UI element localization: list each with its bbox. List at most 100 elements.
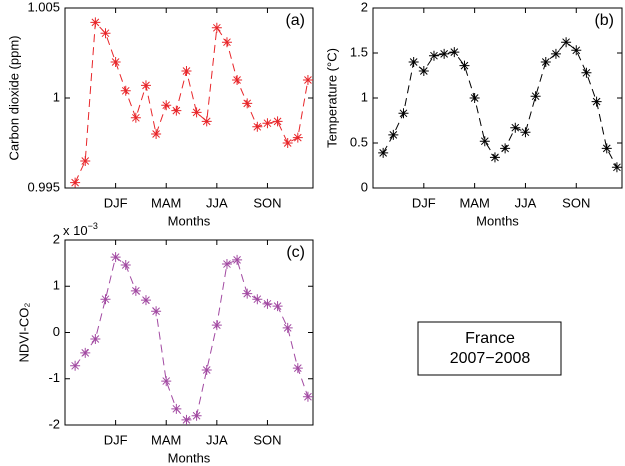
data-marker	[211, 320, 222, 331]
x-tick-label: JJA	[206, 432, 228, 447]
y-tick-label: 1.005	[27, 0, 60, 14]
y-axis-label: NDVI-CO₂	[16, 303, 31, 363]
data-marker	[80, 156, 91, 166]
data-marker	[191, 107, 202, 118]
x-axis-label: Months	[168, 213, 211, 228]
y-multiplier: x 10−3	[63, 221, 98, 238]
panel-label: (b)	[594, 12, 614, 29]
data-marker	[130, 285, 141, 296]
axes-frame	[64, 239, 314, 426]
data-marker	[232, 75, 243, 85]
data-marker	[181, 66, 192, 76]
data-marker	[201, 116, 212, 127]
data-marker	[408, 57, 419, 67]
x-tick-label: SON	[562, 195, 590, 210]
y-tick-label: 0.995	[27, 179, 60, 194]
x-axis-label: Months	[476, 213, 519, 228]
data-marker	[90, 333, 101, 344]
x-tick-label: SON	[253, 432, 281, 447]
data-marker	[221, 259, 232, 270]
y-tick-label: 1	[53, 278, 60, 293]
data-marker	[439, 48, 450, 59]
annotation-box	[417, 321, 562, 376]
x-axis-label: Months	[168, 450, 211, 465]
data-marker	[140, 295, 151, 306]
data-marker	[489, 152, 500, 163]
x-tick-label: DJF	[104, 195, 128, 210]
x-tick-label: JJA	[206, 195, 228, 210]
x-tick-label: DJF	[104, 432, 128, 447]
data-marker	[252, 294, 263, 305]
data-marker	[449, 47, 460, 58]
data-marker	[292, 363, 303, 374]
data-marker	[500, 143, 511, 154]
data-marker	[232, 254, 243, 265]
data-marker	[571, 45, 582, 56]
data-marker	[70, 177, 81, 188]
data-marker	[581, 67, 592, 78]
data-marker	[181, 414, 192, 425]
y-tick-label: 1.5	[350, 44, 368, 59]
x-tick-label: MAM	[151, 432, 181, 447]
data-marker	[242, 288, 253, 299]
data-marker	[520, 127, 531, 138]
data-marker	[90, 17, 101, 28]
y-tick-label: 0	[53, 324, 60, 339]
data-marker	[161, 100, 172, 111]
y-tick-label: 2	[53, 231, 60, 246]
data-marker	[530, 91, 541, 102]
y-axis-label: Carbon dioxide (ppm)	[6, 35, 21, 160]
x-tick-label: MAM	[459, 195, 489, 210]
y-tick-label: 1	[53, 89, 60, 104]
data-marker	[540, 57, 551, 67]
data-marker	[550, 48, 561, 59]
y-tick-label: 2	[361, 0, 368, 14]
data-marker	[161, 376, 172, 387]
data-marker	[561, 37, 572, 48]
data-line	[74, 21, 309, 183]
x-tick-label: DJF	[412, 195, 436, 210]
data-marker	[302, 391, 313, 402]
annotation-line: 2007−2008	[450, 350, 531, 367]
data-marker	[221, 37, 232, 48]
data-line	[74, 256, 309, 421]
data-marker	[191, 410, 202, 421]
x-tick-label: MAM	[151, 195, 181, 210]
y-tick-label: 1	[361, 89, 368, 104]
data-marker	[262, 298, 273, 309]
data-marker	[211, 22, 222, 33]
data-marker	[151, 306, 162, 317]
data-line	[382, 41, 618, 168]
data-marker	[130, 112, 141, 123]
data-marker	[601, 143, 612, 154]
panel-label: (c)	[286, 244, 305, 261]
data-marker	[151, 129, 162, 139]
y-axis-label: Temperature (°C)	[324, 48, 339, 148]
data-marker	[272, 301, 283, 312]
data-marker	[100, 294, 111, 305]
axes-frame	[372, 7, 623, 189]
data-marker	[120, 259, 131, 270]
data-marker	[479, 136, 490, 147]
data-marker	[110, 252, 121, 263]
y-multiplier-base: x 10	[63, 223, 88, 238]
data-marker	[120, 85, 131, 96]
y-multiplier-exponent: −3	[88, 221, 98, 231]
data-marker	[378, 147, 389, 158]
data-marker	[282, 322, 293, 333]
data-marker	[418, 66, 429, 76]
data-marker	[140, 80, 151, 91]
axes-frame	[64, 7, 314, 189]
data-marker	[262, 118, 273, 129]
data-marker	[171, 105, 182, 116]
data-marker	[428, 50, 439, 61]
x-tick-label: SON	[253, 195, 281, 210]
data-marker	[242, 98, 253, 109]
y-tick-label: 0.5	[350, 134, 368, 149]
data-marker	[171, 403, 182, 414]
y-tick-label: -1	[48, 370, 60, 385]
data-marker	[100, 28, 111, 39]
data-marker	[80, 347, 91, 358]
data-marker	[510, 122, 521, 133]
